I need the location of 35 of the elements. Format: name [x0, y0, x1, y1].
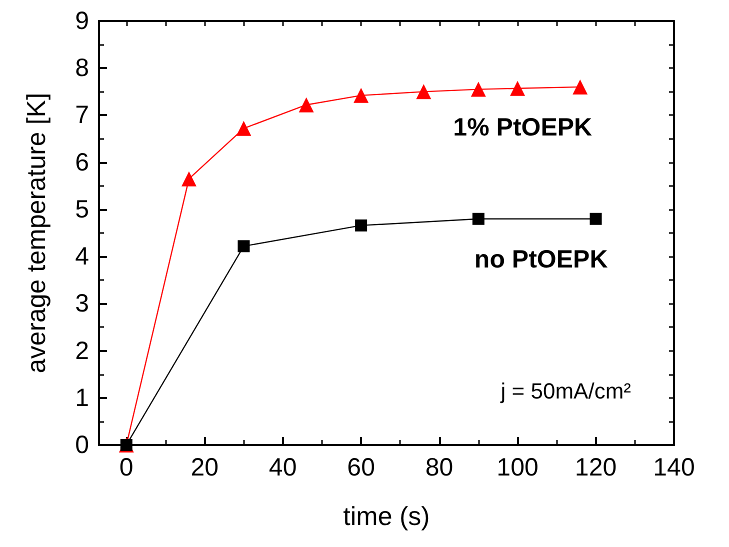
- point: [572, 79, 588, 94]
- y-tick-label: 7: [75, 101, 89, 130]
- point: [590, 212, 602, 225]
- y-tick-label: 8: [75, 54, 89, 82]
- x-tick-label: 40: [268, 454, 297, 482]
- series-label: no PtOEPK: [474, 245, 608, 274]
- point: [472, 212, 484, 225]
- y-tick-label: 0: [75, 431, 89, 459]
- y-tick-label: 5: [75, 195, 89, 224]
- point: [354, 88, 369, 103]
- series-label: 1% PtOEPK: [453, 113, 592, 142]
- y-tick-label: 9: [75, 7, 89, 35]
- x-tick-label: 100: [496, 454, 538, 482]
- y-tick-label: 3: [75, 290, 89, 318]
- point: [470, 82, 486, 97]
- y-tick-label: 6: [75, 148, 89, 176]
- point: [236, 120, 252, 136]
- point: [355, 219, 368, 232]
- point: [181, 171, 196, 186]
- point: [298, 97, 314, 112]
- annotation: j = 50mA/cm²: [500, 378, 632, 404]
- x-axis-title: time (s): [343, 501, 430, 531]
- x-tick-label: 140: [653, 454, 695, 482]
- y-axis-title: average temperature [K]: [21, 92, 51, 374]
- x-tick-label: 80: [425, 454, 454, 482]
- point: [416, 84, 432, 100]
- x-tick-label: 0: [119, 454, 134, 482]
- y-tick-label: 1: [75, 384, 89, 412]
- x-tick-label: 60: [347, 454, 375, 482]
- point: [238, 240, 250, 252]
- x-tick-label: 120: [574, 454, 617, 482]
- y-tick-label: 2: [75, 336, 89, 365]
- x-tick-label: 20: [190, 454, 219, 482]
- point: [510, 80, 526, 96]
- y-tick-label: 4: [75, 242, 90, 271]
